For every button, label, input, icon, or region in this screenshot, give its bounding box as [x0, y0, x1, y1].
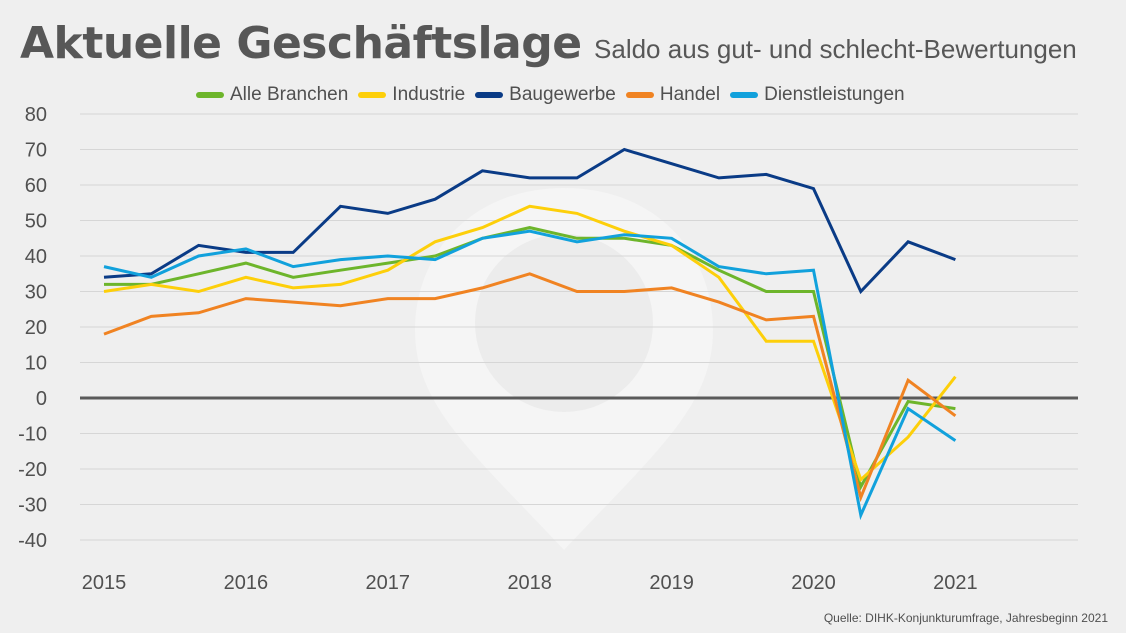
legend-label: Industrie	[392, 84, 466, 105]
map-pin-watermark	[415, 188, 713, 550]
legend-label: Alle Branchen	[230, 84, 349, 105]
legend-item-industrie: Industrie	[358, 84, 465, 106]
legend-swatch	[730, 92, 759, 98]
y-tick-label: 70	[25, 140, 47, 162]
y-tick-label: 30	[25, 282, 47, 304]
y-tick-label: 60	[25, 175, 47, 197]
source-note: Quelle: DIHK-Konjunkturumfrage, Jahresbe…	[823, 611, 1108, 625]
y-tick-label: 50	[25, 211, 47, 233]
legend-item-handel: Handel	[625, 84, 721, 106]
y-tick-label: 40	[25, 246, 47, 268]
legend-swatch	[196, 92, 224, 98]
chart-subtitle: Saldo aus gut- und schlecht-Bewertungen	[594, 34, 1077, 64]
x-tick-label: 2016	[224, 572, 269, 594]
series-line-baugewerbe	[103, 147, 956, 295]
legend-swatch	[475, 92, 504, 98]
grid-lines	[80, 113, 1078, 541]
series-line-alle-branchen	[104, 226, 956, 491]
y-tick-label: -40	[18, 530, 47, 552]
series-line-industrie	[103, 204, 957, 483]
legend-label: Dienstleistungen	[764, 84, 905, 105]
y-tick-label: 0	[36, 388, 47, 410]
x-axis-ticks: 2015 2016 2017 2018 2019 2020 2021	[82, 572, 978, 594]
x-tick-label: 2020	[791, 572, 836, 594]
x-tick-label: 2015	[82, 572, 127, 594]
pin-hole	[475, 234, 653, 412]
y-axis-ticks: 80 70 60 50 40 30 20 10 0 -10 -20 -30 -40	[18, 104, 47, 552]
series-line-handel	[103, 272, 957, 503]
x-tick-label: 2018	[507, 572, 552, 594]
legend-swatch	[358, 92, 387, 98]
legend: Alle Branchen Industrie Baugewerbe Handel Di…	[196, 84, 905, 106]
x-tick-label: 2019	[649, 572, 694, 594]
legend-label: Baugewerbe	[509, 84, 616, 105]
chart-title: Aktuelle Geschäftslage	[20, 18, 582, 69]
legend-item-alle-branchen: Alle Branchen	[196, 84, 348, 106]
title-row: Aktuelle Geschäftslage Saldo aus gut- un…	[20, 18, 1077, 69]
series-lines	[103, 147, 957, 521]
legend-item-dienstleistungen: Dienstleistungen	[730, 84, 905, 106]
y-tick-label: 20	[25, 317, 47, 339]
x-tick-label: 2021	[933, 572, 978, 594]
x-tick-label: 2017	[366, 572, 411, 594]
y-tick-label: -20	[18, 459, 47, 481]
series-line-dienstleistungen	[103, 229, 957, 521]
y-tick-label: -10	[18, 424, 47, 446]
y-tick-label: 80	[25, 104, 47, 126]
legend-swatch	[625, 92, 654, 98]
y-tick-label: -30	[18, 495, 47, 517]
y-tick-label: 10	[25, 353, 47, 375]
legend-label: Handel	[659, 84, 721, 105]
legend-item-baugewerbe: Baugewerbe	[475, 84, 616, 106]
